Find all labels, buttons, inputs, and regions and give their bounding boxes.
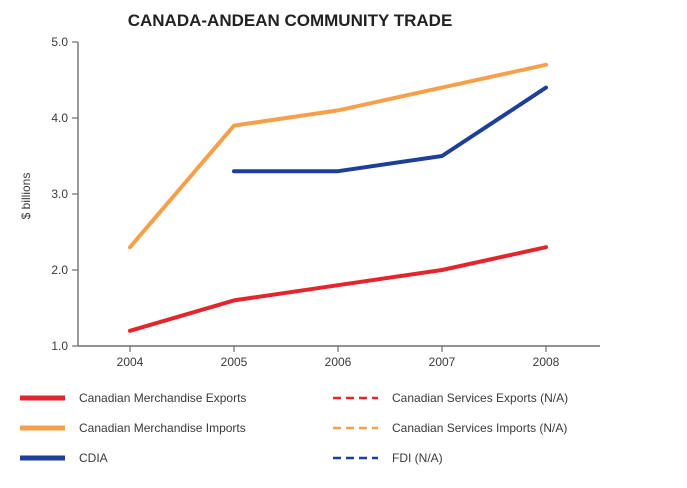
legend-label-4: CDIA: [79, 451, 108, 465]
legend-label-5: FDI (N/A): [392, 451, 443, 465]
y-tick-label: 2.0: [51, 263, 68, 277]
x-tick-label: 2008: [533, 355, 560, 369]
y-axis-label: $ billions: [19, 173, 33, 220]
y-tick-label: 5.0: [51, 35, 68, 49]
series-line-1: [128, 62, 548, 250]
x-tick-label: 2004: [117, 355, 144, 369]
series-lines: [128, 62, 548, 333]
y-tick-label: 4.0: [51, 111, 68, 125]
legend-label-0: Canadian Merchandise Exports: [79, 391, 246, 405]
y-tick-label: 3.0: [51, 187, 68, 201]
legend: Canadian Merchandise Exports Canadian Ser…: [20, 391, 568, 465]
x-tick-label: 2006: [325, 355, 352, 369]
legend-label-3: Canadian Services Imports (N/A): [392, 421, 567, 435]
axes: 1.0 2.0 3.0 4.0 5.0 2004 2005 2006 2007 2008: [51, 35, 600, 369]
y-tick-label: 1.0: [51, 339, 68, 353]
legend-label-1: Canadian Services Exports (N/A): [392, 391, 568, 405]
chart-title: CANADA-ANDEAN COMMUNITY TRADE: [128, 11, 453, 30]
x-tick-label: 2007: [429, 355, 456, 369]
series-line-0: [128, 245, 548, 333]
x-tick-label: 2005: [221, 355, 248, 369]
series-line-2: [232, 85, 548, 174]
legend-label-2: Canadian Merchandise Imports: [79, 421, 246, 435]
